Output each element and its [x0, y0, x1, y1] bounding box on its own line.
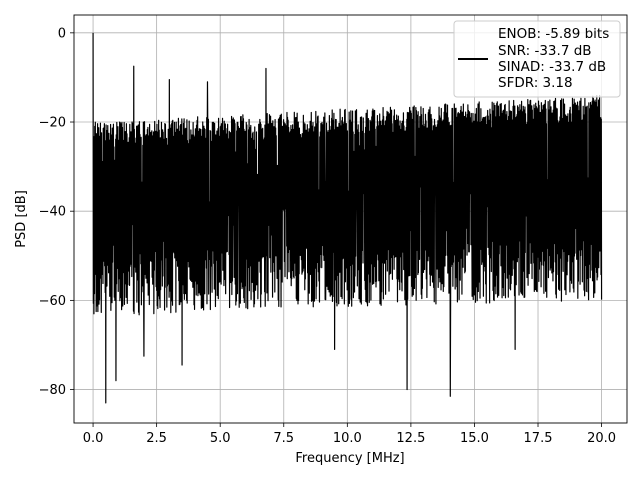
- x-tick-label: 2.5: [146, 431, 167, 446]
- legend-entry-sinad: SINAD: -33.7 dB: [498, 59, 606, 75]
- y-tick-label: 0: [58, 26, 66, 41]
- legend-entry-enob: ENOB: -5.89 bits: [498, 26, 609, 42]
- data-layer: [92, 32, 603, 404]
- legend: ENOB: -5.89 bits SNR: -33.7 dB SINAD: -3…: [453, 20, 621, 98]
- legend-entry-sfdr: SFDR: 3.18: [498, 75, 573, 91]
- y-axis-label: PSD [dB]: [14, 190, 29, 248]
- plot-frame: [73, 14, 628, 424]
- y-tick-label: −40: [39, 205, 66, 220]
- y-tick-label: −80: [39, 383, 66, 398]
- x-tick-label: 12.5: [396, 431, 425, 446]
- psd-series-line: [92, 32, 603, 404]
- x-axis-label: Frequency [MHz]: [295, 451, 404, 466]
- legend-entry-snr: SNR: -33.7 dB: [498, 43, 592, 59]
- x-tick-label: 20.0: [587, 431, 616, 446]
- x-tick-label: 7.5: [273, 431, 294, 446]
- x-axis-ticks: 0.0 2.5 5.0 7.5 10.0 12.5 15.0 17.5 20.0: [83, 423, 616, 446]
- x-tick-label: 10.0: [333, 431, 362, 446]
- legend-box: [453, 20, 621, 98]
- x-tick-label: 15.0: [460, 431, 489, 446]
- y-tick-label: −60: [39, 294, 66, 309]
- y-tick-label: −20: [39, 116, 66, 131]
- x-tick-label: 17.5: [524, 431, 553, 446]
- x-tick-label: 5.0: [210, 431, 231, 446]
- y-axis-ticks: 0 −20 −40 −60 −80: [39, 26, 74, 398]
- x-tick-label: 0.0: [83, 431, 104, 446]
